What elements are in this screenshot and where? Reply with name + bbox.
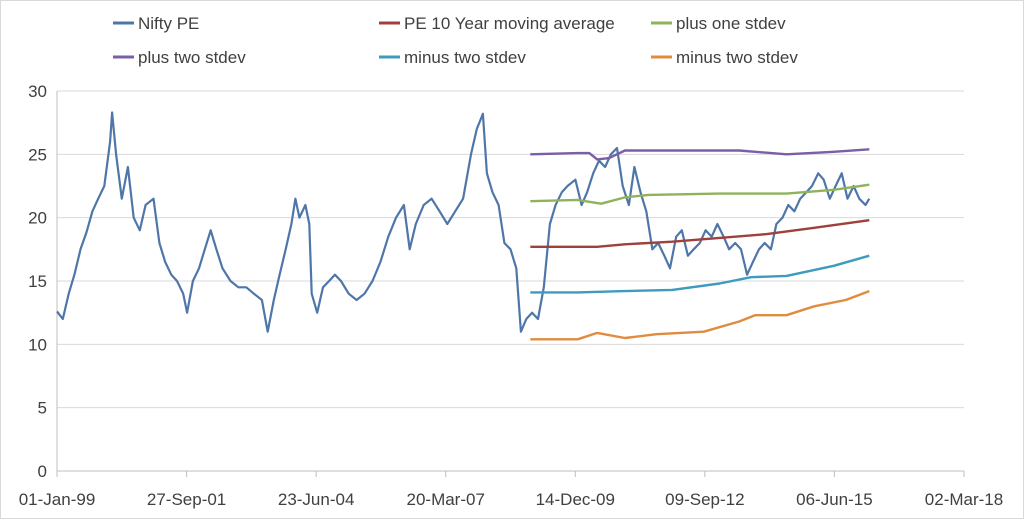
legend-label-1: PE 10 Year moving average bbox=[404, 14, 615, 33]
y-tick-label: 20 bbox=[28, 209, 47, 228]
y-tick-label: 5 bbox=[38, 399, 47, 418]
x-tick-label: 27-Sep-01 bbox=[147, 490, 226, 509]
legend-label-0: Nifty PE bbox=[138, 14, 199, 33]
y-tick-label: 25 bbox=[28, 145, 47, 164]
series-lines bbox=[56, 111, 871, 341]
gridlines bbox=[57, 90, 964, 409]
legend-label-5: minus two stdev bbox=[676, 48, 798, 67]
series-line-5 bbox=[530, 289, 870, 341]
series-line-3 bbox=[530, 148, 870, 161]
y-tick-label: 10 bbox=[28, 335, 47, 354]
y-tick-label: 0 bbox=[38, 462, 47, 481]
y-tick-label: 15 bbox=[28, 272, 47, 291]
series-line-2 bbox=[530, 183, 870, 205]
legend-label-2: plus one stdev bbox=[676, 14, 786, 33]
x-tick-label: 06-Jun-15 bbox=[796, 490, 873, 509]
x-tick-label: 01-Jan-99 bbox=[19, 490, 96, 509]
series-line-0 bbox=[56, 111, 871, 333]
series-line-1 bbox=[530, 219, 870, 248]
axes: 0 5 10 15 20 25 30 01-Jan-99 27-Sep-01 23-Jun-04 2… bbox=[19, 82, 1003, 509]
x-tick-label: 14-Dec-09 bbox=[536, 490, 615, 509]
legend-label-3: plus two stdev bbox=[138, 48, 246, 67]
x-tick-label: 20-Mar-07 bbox=[407, 490, 485, 509]
y-tick-label: 30 bbox=[28, 82, 47, 101]
x-tick-label: 09-Sep-12 bbox=[665, 490, 744, 509]
x-tick-label: 02-Mar-18 bbox=[925, 490, 1003, 509]
series-line-4 bbox=[530, 254, 870, 294]
x-tick-label: 23-Jun-04 bbox=[278, 490, 355, 509]
legend-label-4: minus two stdev bbox=[404, 48, 526, 67]
legend: Nifty PE PE 10 Year moving average plus on… bbox=[113, 14, 798, 67]
